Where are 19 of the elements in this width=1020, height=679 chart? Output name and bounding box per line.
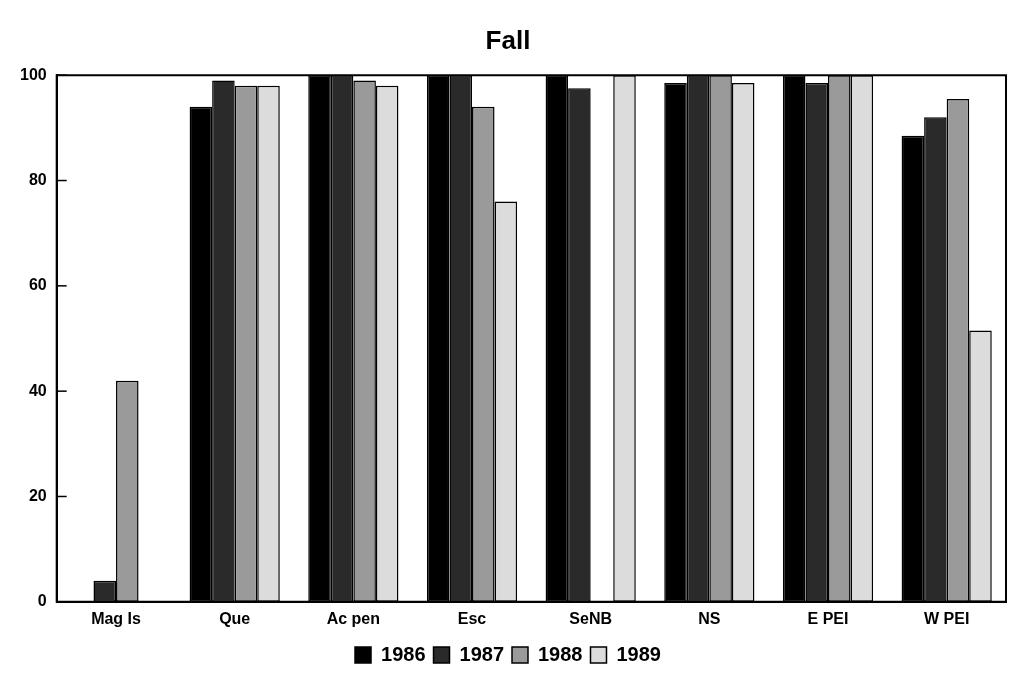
chart-title: Fall	[485, 24, 531, 55]
x-tick-label: Esc	[457, 609, 487, 627]
y-tick-label: 100	[19, 65, 47, 83]
legend-label: 1987	[459, 642, 505, 665]
legend-label: 1989	[616, 642, 661, 665]
legend-label: 1986	[381, 642, 426, 665]
y-tick-label: 80	[28, 170, 47, 188]
legend-label: 1988	[538, 642, 583, 665]
y-tick-label: 0	[37, 592, 47, 610]
y-tick-label: 20	[28, 486, 47, 504]
x-tick-label: NS	[698, 609, 721, 627]
x-tick-label: Ac pen	[326, 609, 381, 627]
x-tick-label: Que	[219, 609, 251, 627]
y-tick-label: 60	[28, 276, 47, 294]
y-tick-label: 40	[28, 381, 47, 399]
x-tick-label: SeNB	[569, 609, 613, 627]
x-tick-label: W PEI	[924, 609, 970, 627]
x-tick-label: E PEI	[807, 609, 849, 627]
x-tick-label: Mag Is	[91, 609, 142, 627]
